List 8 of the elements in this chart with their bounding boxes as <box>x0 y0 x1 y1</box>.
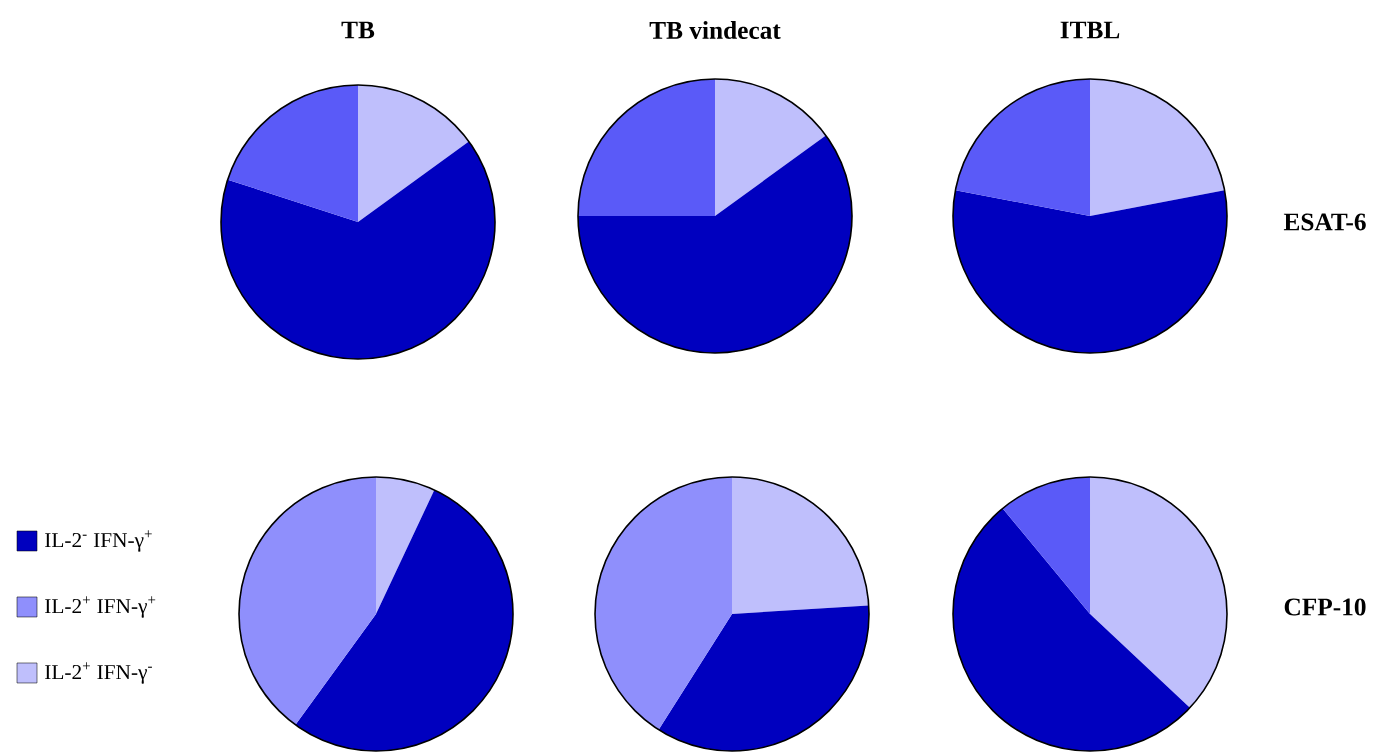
legend-label: IL-2$^{-}$ IFN-γ$^{+}$ <box>45 530 152 552</box>
chart-title: TB vindecat <box>649 21 781 39</box>
chart-title: TB <box>341 21 375 39</box>
chart-title: ITBL <box>1060 21 1120 39</box>
legend-label: IL-2$^{+}$ IFN-γ$^{-}$ <box>45 662 152 684</box>
legend-label: IL-2$^{+}$ IFN-γ$^{+}$ <box>45 596 156 618</box>
text: ESAT-6 <box>1283 213 1366 231</box>
text: CFP-10 <box>1284 598 1366 616</box>
